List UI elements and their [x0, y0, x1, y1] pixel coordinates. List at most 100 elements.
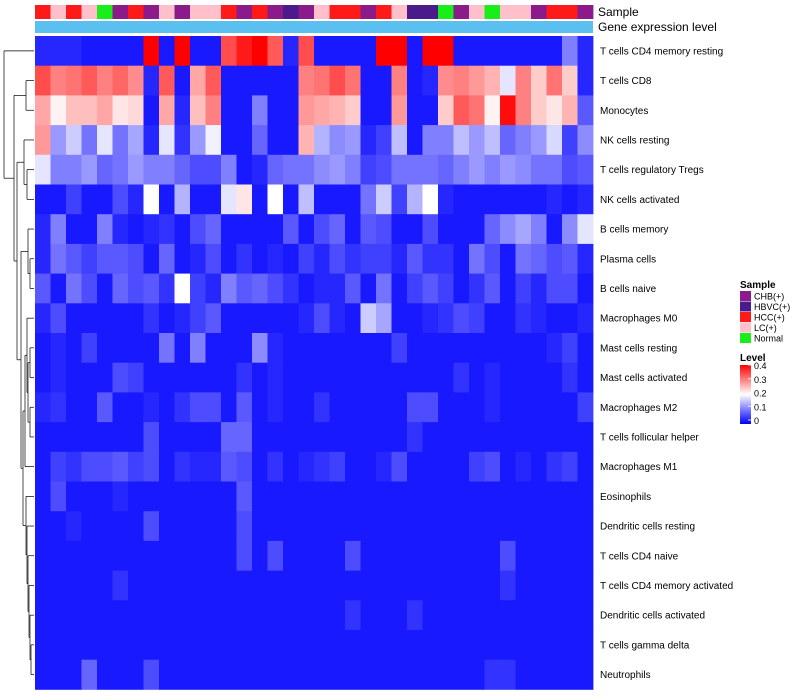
heatmap-cell [298, 36, 315, 67]
heatmap-cell [159, 362, 175, 393]
heatmap-cell [112, 125, 129, 156]
heatmap-cell [546, 481, 563, 512]
heatmap-cell [391, 214, 408, 245]
heatmap-cell [438, 243, 454, 274]
heatmap-cell [314, 36, 330, 67]
heatmap-cell [546, 511, 563, 542]
heatmap-cell [515, 540, 532, 571]
heatmap-cell [267, 273, 284, 304]
heatmap-cell [329, 65, 346, 96]
heatmap-cell [112, 511, 129, 542]
heatmap-cell [453, 243, 470, 274]
heatmap-cell [546, 65, 563, 96]
heatmap-cell [143, 184, 160, 215]
heatmap-cell [577, 154, 594, 185]
heatmap-cell [66, 125, 82, 156]
sample-annotation-cell [376, 5, 392, 19]
heatmap-cell [283, 630, 299, 661]
heatmap-cell [469, 511, 485, 542]
heatmap-cell [345, 273, 361, 304]
sample-annotation-cell [159, 5, 175, 19]
heatmap-cell [345, 481, 361, 512]
heatmap-cell [438, 392, 454, 423]
heatmap-cell [484, 511, 501, 542]
heatmap-cell [314, 392, 330, 423]
heatmap-cell [484, 154, 501, 185]
heatmap-cell [267, 481, 284, 512]
heatmap-cell [562, 422, 578, 453]
heatmap-cell [500, 511, 516, 542]
heatmap-cell [500, 481, 516, 512]
heatmap-cell [515, 65, 532, 96]
heatmap-cell [143, 362, 160, 393]
heatmap-cell [484, 570, 501, 601]
heatmap-cell [35, 362, 51, 393]
heatmap-cell [97, 511, 113, 542]
heatmap-cell [314, 511, 330, 542]
heatmap-cell [283, 570, 299, 601]
heatmap-cell [66, 214, 82, 245]
heatmap-cell [159, 451, 175, 482]
heatmap-cell [314, 481, 330, 512]
heatmap-cell [190, 659, 206, 690]
heatmap-cell [298, 392, 315, 423]
heatmap-cell [35, 511, 51, 542]
heatmap-cell [283, 511, 299, 542]
heatmap-cell [128, 273, 144, 304]
heatmap-cell [500, 36, 516, 67]
heatmap-cell [190, 65, 206, 96]
heatmap-cell [360, 600, 377, 631]
heatmap-cell [97, 154, 113, 185]
heatmap-cell [376, 36, 392, 67]
heatmap-cell [391, 125, 408, 156]
heatmap-cell [407, 600, 423, 631]
heatmap-cell [407, 659, 423, 690]
heatmap-cell [531, 95, 547, 126]
heatmap-cell [81, 95, 98, 126]
heatmap-cell [252, 422, 268, 453]
row-dendrogram [3, 50, 34, 675]
heatmap-cell [345, 630, 361, 661]
heatmap-cell [360, 422, 377, 453]
heatmap-cell [50, 540, 67, 571]
heatmap-cell [159, 659, 175, 690]
heatmap-cell [112, 540, 129, 571]
heatmap-cell [562, 333, 578, 364]
heatmap-cell [236, 630, 253, 661]
row-label: Macrophages M0 [600, 314, 678, 325]
heatmap-cell [469, 333, 485, 364]
heatmap-cell [236, 600, 253, 631]
row-label: NK cells activated [600, 195, 679, 206]
row-label: NK cells resting [600, 135, 669, 146]
heatmap-cell [267, 540, 284, 571]
heatmap-cell [190, 362, 206, 393]
heatmap-cell [159, 333, 175, 364]
heatmap-cell [577, 392, 594, 423]
heatmap-cell [205, 451, 222, 482]
heatmap-cell [453, 540, 470, 571]
heatmap-cell [438, 630, 454, 661]
heatmap-cell [469, 65, 485, 96]
heatmap-cell [174, 392, 191, 423]
heatmap-cell [500, 125, 516, 156]
heatmap-cell [50, 214, 67, 245]
heatmap-cell [422, 36, 439, 67]
heatmap-cell [81, 451, 98, 482]
heatmap-cell [66, 243, 82, 274]
heatmap-cell [81, 154, 98, 185]
heatmap-cell [500, 303, 516, 334]
heatmap-cell [252, 540, 268, 571]
heatmap-cell [66, 481, 82, 512]
heatmap-cell [422, 184, 439, 215]
heatmap-cell [438, 511, 454, 542]
heatmap-cell [515, 214, 532, 245]
heatmap-cell [546, 333, 563, 364]
heatmap-cell [236, 95, 253, 126]
heatmap-cell [159, 481, 175, 512]
heatmap-cell [190, 125, 206, 156]
heatmap-cell [453, 303, 470, 334]
heatmap-cell [422, 95, 439, 126]
heatmap-cell [376, 214, 392, 245]
sample-legend-entries: CHB(+)HBVC(+)HCC(+)LC(+)Normal [740, 291, 790, 344]
heatmap-cell [236, 451, 253, 482]
